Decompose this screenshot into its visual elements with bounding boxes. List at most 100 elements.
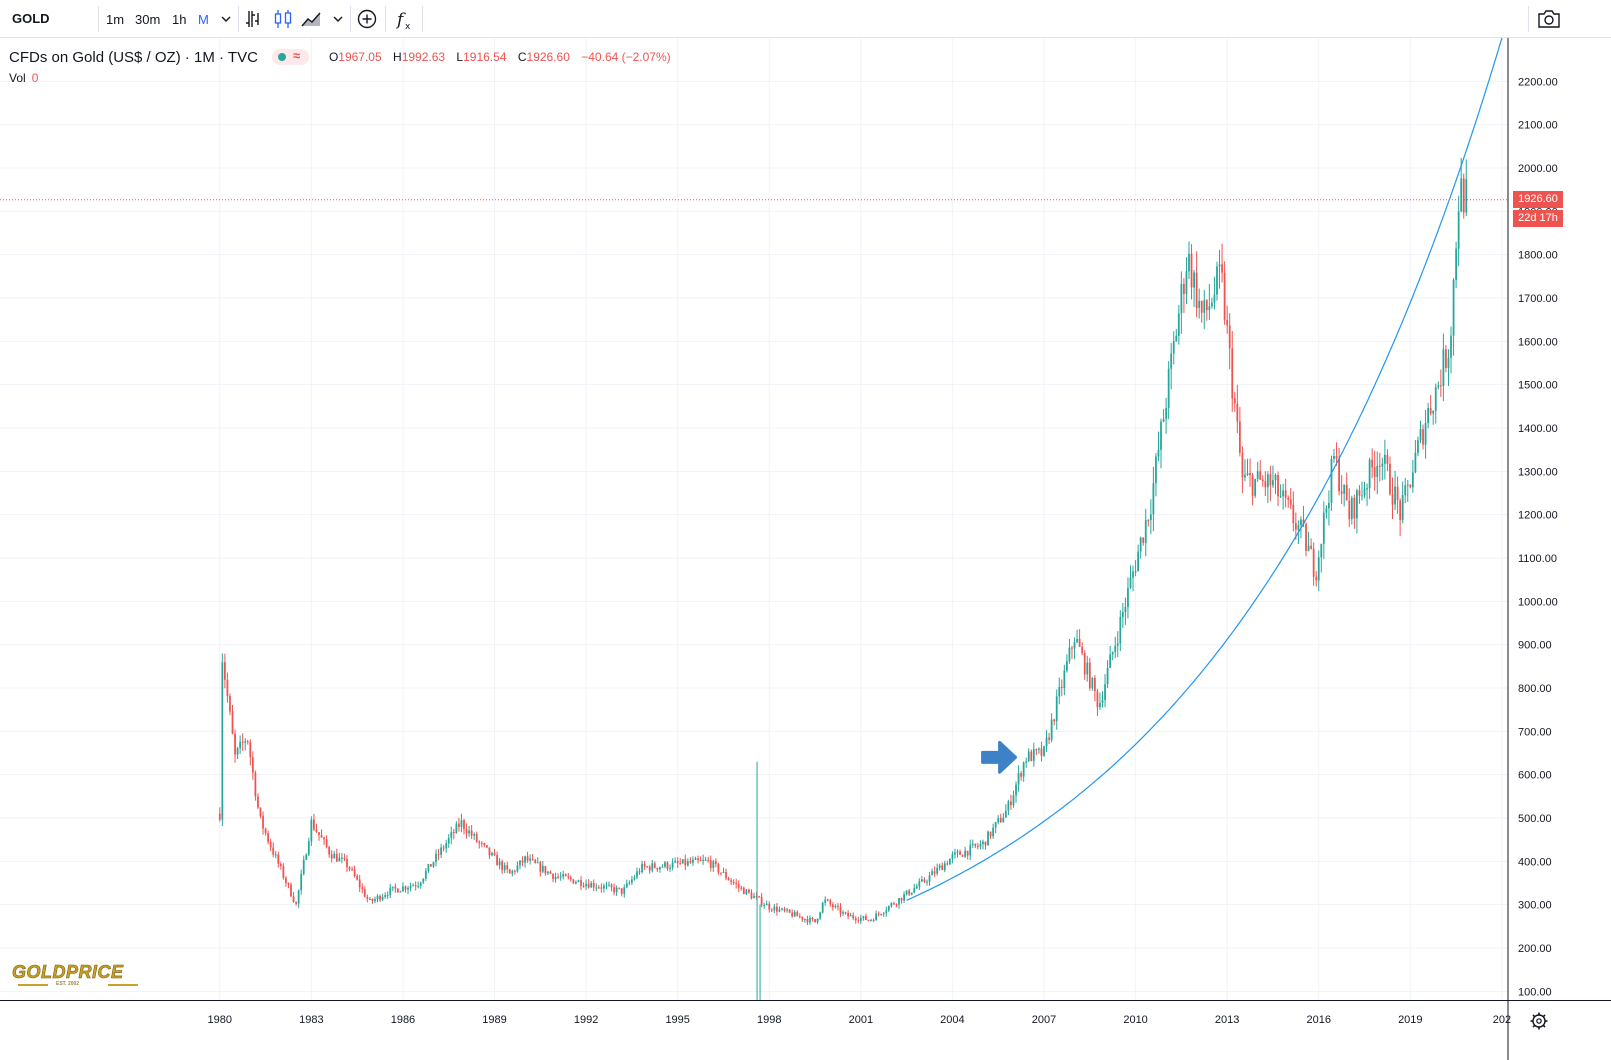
y-tick-label: 2200.00 [1518,76,1558,88]
open-label: O [328,50,339,64]
candle-body [348,867,351,870]
interval-1h[interactable]: 1h [172,12,187,27]
candle-body [814,919,816,923]
candle-body [697,858,699,861]
y-tick-label: 800.00 [1518,683,1552,695]
last-price-tag: 1926.60 [1513,191,1563,208]
candle-body [307,841,310,855]
candle-body [1292,504,1295,524]
candle-body [674,861,677,863]
candle-body [793,912,796,917]
interval-1m[interactable]: 1m [106,12,125,27]
candle-body [274,854,277,856]
market-status-pill[interactable]: ≈ [271,48,309,65]
candle-body [516,865,519,872]
add-compare-icon[interactable] [355,7,379,31]
symbol-search[interactable]: GOLD [12,11,50,26]
candle-body [773,906,776,911]
candle-body [320,835,323,838]
candle-body [1373,467,1376,477]
candle-body [750,892,753,899]
candle-body [768,903,771,910]
interval-dropdown-icon[interactable] [218,7,234,31]
candle-body [844,912,847,914]
price-chart[interactable]: 100.00 200.00 300.00 400.00 500.00 600.00 700.… [0,38,1611,1060]
candle-body [287,882,290,885]
candle-body [994,822,997,828]
candle-body [486,845,488,848]
candle-body [277,854,280,864]
candle-body [244,741,247,743]
candle-body [631,879,633,883]
candle-body [1139,537,1142,552]
candle-body [513,870,516,872]
candle-body [587,883,590,888]
candle-body [554,876,557,879]
candle-body [391,886,394,888]
candle-body [1030,751,1033,761]
candle-body [1381,463,1384,467]
candle-body [887,906,890,911]
candle-body [1450,335,1452,358]
candle-body [946,863,949,865]
candle-body [1063,670,1066,688]
candle-body [890,903,893,907]
candle-body [936,867,939,874]
candle-body [1114,645,1117,652]
annotation-arrow-icon [981,740,1018,774]
candle-body [1251,475,1254,496]
candle-body [732,881,735,883]
candle-body [959,851,961,855]
candle-body [781,908,783,910]
candle-body [552,873,554,879]
candle-body [859,917,862,921]
candle-body [974,843,977,847]
candle-body [267,833,270,842]
candle-body [234,733,236,755]
bar-chart-icon[interactable] [243,7,265,31]
candle-body [608,884,610,886]
candle-body [1195,272,1198,308]
y-tick-label: 2100.00 [1518,120,1558,132]
candle-body [1434,387,1437,411]
candle-body [562,874,565,877]
y-tick-label: 600.00 [1518,770,1552,782]
candle-body [725,871,727,879]
interval-monthly[interactable]: M [198,12,209,27]
candle-body [511,870,514,874]
candle-body [1017,773,1020,785]
candle-body [1035,749,1038,751]
y-tick-label: 1400.00 [1518,423,1558,435]
candle-body [1221,264,1223,273]
candle-body [908,890,911,895]
candlestick-icon[interactable] [271,7,295,31]
candle-body [1025,761,1028,763]
candle-body [928,875,931,882]
candle-body [1335,455,1338,459]
candle-body [987,831,989,846]
candle-body [976,846,979,848]
candle-body [384,895,387,897]
candle-body [539,862,542,872]
camera-icon[interactable] [1536,7,1562,31]
candle-body [363,889,366,897]
candle-body [1155,456,1157,484]
candle-body [1053,719,1056,722]
area-chart-icon[interactable] [300,7,324,31]
candle-body [1343,484,1346,494]
interval-30m[interactable]: 30m [135,12,161,27]
indicators-icon[interactable]: f x [393,7,417,33]
candle-body [809,917,811,923]
candle-body [1399,500,1402,521]
candle-body [1177,313,1180,336]
candle-body [898,898,900,905]
chart-type-dropdown-icon[interactable] [330,7,346,31]
candle-body [1272,480,1274,486]
candle-body [447,837,450,844]
candle-body [831,904,834,908]
y-tick-label: 2000.00 [1518,163,1558,175]
candle-body [567,876,570,878]
candle-body [709,860,712,868]
candle-body [1134,571,1137,573]
candle-body [1106,667,1109,685]
